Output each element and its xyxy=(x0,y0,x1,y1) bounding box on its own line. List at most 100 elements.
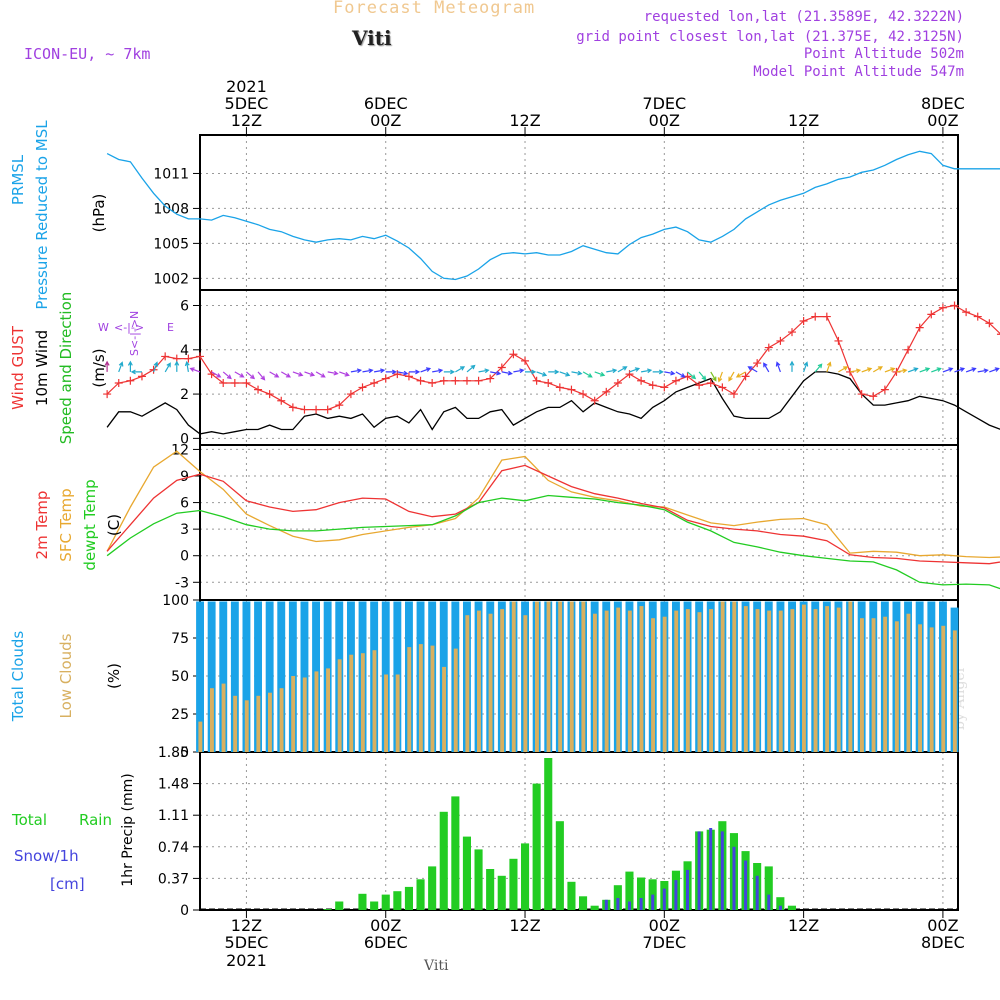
gust-marker xyxy=(532,376,541,385)
rain-bar xyxy=(358,893,367,910)
low-cloud-bar xyxy=(372,650,377,752)
wind-direction-arrow xyxy=(896,368,908,374)
rain-bar xyxy=(323,909,332,910)
low-cloud-bar xyxy=(860,618,864,752)
rain-bar xyxy=(486,869,495,910)
low-cloud-bar xyxy=(210,688,214,752)
label-percent-unit: (%) xyxy=(105,663,123,689)
wind-direction-arrow xyxy=(189,367,201,373)
wind-direction-arrow xyxy=(234,371,245,378)
dewpoint-line xyxy=(106,494,1000,590)
gust-marker xyxy=(567,385,576,394)
y-tick-label: 6 xyxy=(180,496,189,512)
snow-bar xyxy=(778,905,782,910)
low-cloud-bar xyxy=(651,618,655,752)
wind-direction-arrow xyxy=(717,371,723,383)
low-cloud-bar xyxy=(871,618,876,752)
gust-marker xyxy=(660,383,669,392)
total-cloud-bar xyxy=(207,601,216,752)
wind-direction-arrow xyxy=(814,363,823,373)
wind-direction-arrow xyxy=(664,370,676,376)
gust-marker xyxy=(300,405,309,414)
gust-marker xyxy=(799,317,808,325)
x-bottom-hour: 12Z xyxy=(231,916,262,935)
label-rain: Rain xyxy=(79,811,112,829)
snow-bar xyxy=(616,898,620,910)
gust-marker xyxy=(602,387,611,396)
low-cloud-bar xyxy=(906,613,911,752)
total-cloud-bar xyxy=(196,601,204,752)
x-top-hour: 00Z xyxy=(927,111,958,130)
low-cloud-bar xyxy=(349,654,354,752)
low-cloud-bar xyxy=(581,601,586,752)
rain-bar xyxy=(509,858,518,910)
rain-bar xyxy=(590,905,599,910)
gust-marker xyxy=(277,396,286,405)
x-bottom-hour: 00Z xyxy=(370,916,401,935)
gust-marker xyxy=(219,379,228,387)
low-cloud-bar xyxy=(778,610,783,752)
low-cloud-bar xyxy=(627,610,632,752)
low-cloud-bar xyxy=(894,621,899,752)
wind-direction-arrow xyxy=(257,371,266,381)
gust-marker xyxy=(950,301,959,310)
y-tick-label: 1.85 xyxy=(158,745,189,761)
wind-direction-arrow xyxy=(965,367,977,373)
compass-east: E xyxy=(167,321,174,334)
wind-direction-arrow xyxy=(385,369,397,375)
gust-marker xyxy=(776,336,785,345)
x-top-hour: 12Z xyxy=(231,111,262,130)
x-top-hour: 12Z xyxy=(788,111,819,130)
gust-marker xyxy=(370,379,379,387)
gust-marker xyxy=(196,352,204,361)
gust-marker xyxy=(486,374,495,383)
label-sfc-temp: SFC Temp xyxy=(57,488,75,561)
rain-bar xyxy=(439,811,448,910)
gust-marker xyxy=(346,390,355,399)
low-cloud-bar xyxy=(720,601,725,752)
rain-bar xyxy=(764,866,773,910)
rain-bar xyxy=(521,843,530,910)
gust-marker xyxy=(613,379,622,387)
wind-direction-arrow xyxy=(954,367,966,373)
wind-direction-arrow xyxy=(582,371,593,378)
gust-marker xyxy=(323,405,332,414)
wind-direction-arrow xyxy=(617,366,628,373)
low-cloud-bar xyxy=(604,610,609,752)
rain-bar xyxy=(393,891,402,910)
snow-bar xyxy=(662,888,666,910)
panel-frame-temperature xyxy=(199,444,959,601)
low-cloud-bar xyxy=(929,627,934,752)
rain-bar xyxy=(381,894,390,910)
x-bottom-date: 6DEC xyxy=(364,933,408,952)
gust-marker xyxy=(521,356,530,365)
gust-marker xyxy=(741,372,750,381)
wind-direction-arrow xyxy=(373,368,386,374)
label-10m-wind: 10m Wind xyxy=(33,330,51,406)
snow-bar xyxy=(639,898,643,910)
total-cloud-bar xyxy=(242,601,251,752)
rain-bar xyxy=(451,796,460,910)
gust-marker xyxy=(265,390,274,399)
low-cloud-bar xyxy=(883,616,888,752)
location-name: Viti xyxy=(352,26,392,50)
low-cloud-bar xyxy=(477,610,481,752)
x-top-hour: 12Z xyxy=(509,111,540,130)
wind-direction-arrow xyxy=(513,368,525,374)
low-cloud-bar xyxy=(430,645,435,752)
x-top-year: 2021 xyxy=(226,77,267,96)
wind-direction-arrow xyxy=(536,371,548,377)
y-tick-label: 3 xyxy=(180,522,189,538)
wind-direction-arrow xyxy=(327,370,339,376)
wind-direction-arrow xyxy=(339,371,350,377)
rain-bar xyxy=(497,875,506,910)
gust-marker xyxy=(416,376,425,385)
gust-marker xyxy=(985,319,994,328)
gust-marker xyxy=(439,376,448,385)
gust-marker xyxy=(834,336,843,345)
x-bottom-hour: 00Z xyxy=(927,916,958,935)
gust-marker xyxy=(555,383,564,392)
wind-direction-arrow xyxy=(826,361,832,373)
y-tick-label: 0 xyxy=(180,431,189,447)
